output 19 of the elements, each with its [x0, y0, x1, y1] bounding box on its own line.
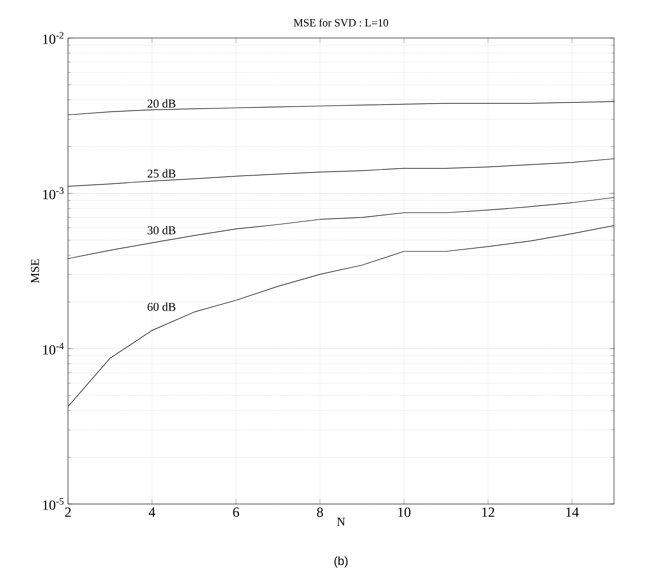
y-tick-label: 10$^{-4}$	[43, 342, 64, 355]
x-tick-label: 2	[65, 508, 71, 517]
x-tick-label: 4	[148, 508, 156, 517]
text: (b)	[334, 556, 348, 568]
x-tick-label: 10	[398, 508, 410, 517]
y-tick-label: 10$^{-2}$	[43, 32, 64, 44]
y-tick-label: 10$^{-5}$	[43, 498, 64, 510]
series-label: 20 dB	[148, 99, 176, 108]
x-tick-label: 14	[566, 508, 579, 517]
y-tick-label: 10$^{-3}$	[43, 187, 64, 200]
series-label: 25 dB	[148, 169, 176, 178]
series-label: 30 dB	[148, 226, 176, 234]
y-axis-title: MSE	[31, 259, 40, 283]
x-tick-label: 12	[482, 508, 494, 517]
x-tick-label: 6	[233, 508, 240, 517]
series-label: 60 dB	[148, 302, 176, 311]
x-axis-title: N	[337, 518, 346, 526]
x-tick-label: 8	[317, 508, 323, 517]
chart-title: MSE for SVD : L=10	[294, 18, 388, 27]
